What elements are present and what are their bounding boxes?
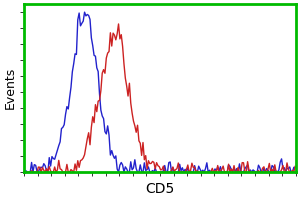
Y-axis label: Events: Events [4,67,17,109]
X-axis label: CD5: CD5 [145,182,175,196]
